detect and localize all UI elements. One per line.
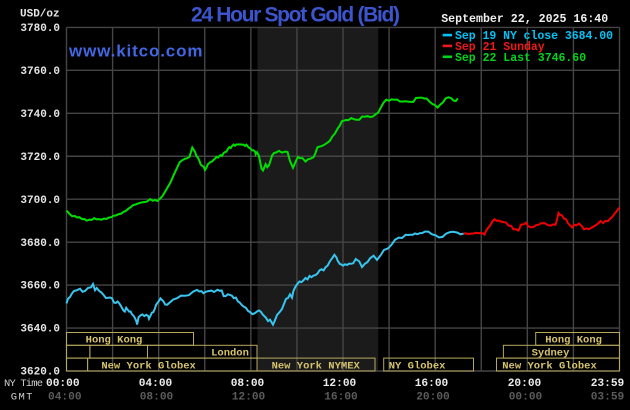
svg-text:New York Globex: New York Globex [502,360,597,372]
svg-text:16:00: 16:00 [415,378,449,390]
svg-text:04:00: 04:00 [139,378,173,390]
svg-text:3660.0: 3660.0 [20,281,60,293]
svg-text:3620.0: 3620.0 [20,367,60,379]
svg-text:Sep 21 Sunday: Sep 21 Sunday [455,41,545,54]
svg-text:24 Hour Spot Gold (Bid): 24 Hour Spot Gold (Bid) [191,4,400,27]
svg-text:London: London [211,348,249,360]
svg-text:08:00: 08:00 [140,391,174,403]
svg-text:00:00: 00:00 [509,391,543,403]
svg-text:3740.0: 3740.0 [20,109,60,121]
svg-text:GMT: GMT [11,391,33,403]
svg-text:Sep 19 NY close 3684.00: Sep 19 NY close 3684.00 [455,30,613,43]
svg-text:23:59: 23:59 [591,378,625,390]
svg-text:00:00: 00:00 [46,378,80,390]
svg-text:3780.0: 3780.0 [20,23,60,35]
svg-text:3640.0: 3640.0 [20,324,60,336]
svg-text:20:00: 20:00 [416,391,450,403]
svg-text:20:00: 20:00 [508,378,542,390]
svg-text:03:59: 03:59 [591,391,625,403]
svg-text:08:00: 08:00 [231,378,265,390]
svg-text:Hong Kong: Hong Kong [545,335,602,347]
svg-text:16:00: 16:00 [324,391,358,403]
svg-text:USD/oz: USD/oz [20,9,60,21]
svg-text:3700.0: 3700.0 [20,195,60,207]
svg-text:3760.0: 3760.0 [20,66,60,78]
svg-text:Hong Kong: Hong Kong [86,335,143,347]
svg-text:NY Globex: NY Globex [389,360,446,372]
svg-text:04:00: 04:00 [48,391,82,403]
svg-text:New York Globex: New York Globex [101,360,196,372]
svg-text:12:00: 12:00 [232,391,266,403]
svg-text:NY Time: NY Time [4,378,43,390]
svg-text:Sydney: Sydney [532,348,571,360]
svg-text:New York NYMEX: New York NYMEX [272,360,361,372]
svg-text:www.kitco.com: www.kitco.com [68,42,203,61]
svg-text:Sep 22 Last 3746.60: Sep 22 Last 3746.60 [455,52,586,65]
svg-text:12:00: 12:00 [323,378,357,390]
svg-text:3680.0: 3680.0 [20,238,60,250]
svg-text:September 22, 2025 16:40: September 22, 2025 16:40 [441,13,608,26]
svg-text:3720.0: 3720.0 [20,152,60,164]
